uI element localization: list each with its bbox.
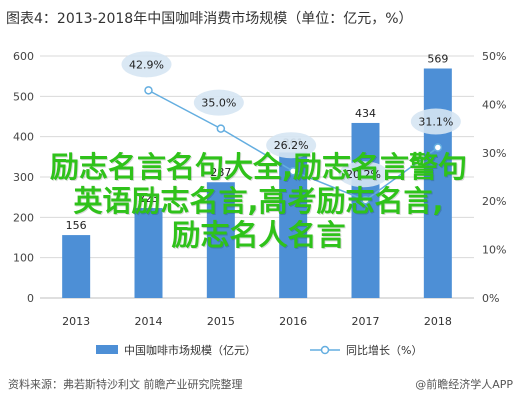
y-tick-right: 40% xyxy=(482,98,506,111)
y-tick-left: 400 xyxy=(13,131,34,144)
bar xyxy=(134,208,163,298)
bar xyxy=(351,122,380,298)
bar-label: 223 xyxy=(138,192,159,205)
y-tick-left: 0 xyxy=(27,292,34,305)
y-tick-right: 20% xyxy=(482,195,506,208)
x-tick-label: 2017 xyxy=(352,315,380,328)
line-label-bubble xyxy=(338,161,389,188)
x-tick-label: 2015 xyxy=(207,315,235,328)
line-label: 26.2% xyxy=(274,139,309,152)
legend-line-label: 同比增长（%） xyxy=(346,343,422,357)
y-tick-left: 500 xyxy=(13,90,34,103)
y-tick-left: 600 xyxy=(13,50,34,63)
bar xyxy=(423,68,452,299)
line-label-bubble xyxy=(410,108,461,135)
y-tick-right: 50% xyxy=(482,50,506,63)
bar-label: 156 xyxy=(66,219,87,232)
line-label-bubble xyxy=(121,51,172,78)
y-tick-right: 30% xyxy=(482,147,506,160)
line-point xyxy=(144,86,153,95)
x-tick-label: 2018 xyxy=(424,315,452,328)
bar-label: 287 xyxy=(210,166,231,179)
y-tick-left: 100 xyxy=(13,252,34,265)
chart-title: 图表4：2013-2018年中国咖啡消费市场规模（单位：亿元，%） xyxy=(6,11,413,27)
chart: 0 100 200 300 400 500 600 0% 10% 20% 30% 40% 50% 156 2… xyxy=(13,50,506,357)
y-tick-right: 0% xyxy=(482,292,499,305)
overlay-line: 励志名言名句大全,励志名言警句 xyxy=(49,150,468,184)
line-point xyxy=(288,166,298,176)
overlay-line: 励志名人名言 xyxy=(171,218,346,252)
overlay-line: 英语励志名言,高考励志名言, xyxy=(73,184,444,218)
line-label-bubble xyxy=(266,132,317,159)
brand-watermark: @前瞻经济学人APP xyxy=(415,378,513,391)
y-tick-left: 300 xyxy=(13,171,34,184)
legend-line-marker xyxy=(320,345,330,355)
line-point xyxy=(361,195,370,205)
line-label-bubble xyxy=(193,89,244,116)
bar xyxy=(62,235,91,298)
x-tick-label: 2014 xyxy=(135,315,163,328)
legend-bar-swatch xyxy=(96,345,118,354)
bar-label: 434 xyxy=(355,107,376,120)
footer: 资料来源：弗若斯特沙利文 前瞻产业研究院整理 @前瞻经济学人APP xyxy=(8,372,513,396)
bar xyxy=(279,152,308,298)
legend-bar-label: 中国咖啡市场规模（亿元） xyxy=(124,343,256,357)
y-tick-right: 10% xyxy=(482,244,506,257)
y-tick-left: 200 xyxy=(13,211,34,224)
x-tick-label: 2013 xyxy=(62,315,90,328)
bar xyxy=(206,182,235,298)
x-tick-label: 2016 xyxy=(279,315,307,328)
source-note: 资料来源：弗若斯特沙利文 前瞻产业研究院整理 xyxy=(8,378,243,391)
line-point xyxy=(216,124,226,133)
line-label: 20.2% xyxy=(346,168,381,181)
overlay-text: 励志名言名句大全,励志名言警句 英语励志名言,高考励志名言, 励志名人名言 xyxy=(0,150,517,252)
line-label: 31.1% xyxy=(418,115,453,128)
line-point xyxy=(433,143,443,152)
bar-label: 569 xyxy=(427,53,448,66)
line-label: 42.9% xyxy=(129,58,164,71)
line-label: 35.0% xyxy=(201,97,236,110)
